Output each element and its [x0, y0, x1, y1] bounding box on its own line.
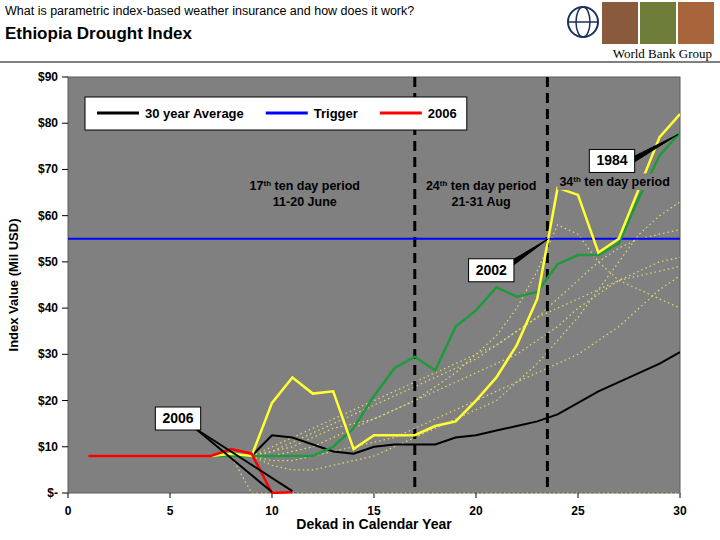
callout-line: [211, 133, 680, 457]
y-tick-label: $40: [38, 301, 58, 315]
callout: 2002: [469, 259, 514, 282]
x-tick-label: 0: [65, 504, 72, 518]
period-note: 34th ten day period: [559, 175, 669, 190]
y-axis-title: Index Value (Mil USD): [6, 219, 21, 352]
legend-swatch: [97, 112, 139, 115]
callout-box: [155, 407, 200, 430]
legend-label: Trigger: [314, 106, 358, 121]
y-tick: [62, 493, 68, 494]
y-tick: [62, 354, 68, 355]
legend-box: [85, 97, 467, 130]
legend-swatch: [266, 112, 308, 115]
x-axis-title: Dekad in Calendar Year: [296, 516, 452, 532]
callout-label: 2002: [476, 262, 507, 278]
callout: 1984: [589, 149, 634, 172]
period-label: 11-20 June: [273, 195, 337, 209]
y-tick-label: $80: [38, 116, 58, 130]
y-tick-label: $70: [38, 162, 58, 176]
header-rule: [0, 62, 720, 63]
y-tick-label: $10: [38, 440, 58, 454]
legend-swatch: [380, 112, 422, 115]
callout-pointer: [632, 134, 678, 163]
chart: What is parametric index-based weather i…: [0, 0, 720, 540]
other-year-line: [211, 230, 680, 457]
page: {"header": {"question": "What is paramet…: [0, 0, 720, 540]
logo-globe: [568, 21, 598, 23]
callout-pointer: [196, 429, 272, 492]
y-tick: [62, 215, 68, 216]
other-year-line: [211, 202, 680, 470]
period-label: 21-31 Aug: [451, 195, 510, 209]
callout-box: [469, 259, 514, 282]
organization: World Bank Group: [613, 46, 712, 61]
x-tick-label: 10: [265, 504, 279, 518]
callout-line: [211, 114, 680, 456]
y-tick: [62, 77, 68, 78]
x-tick: [578, 493, 579, 498]
callout-pointer: [196, 429, 292, 491]
other-year-line: [211, 456, 680, 493]
page-question: What is parametric index-based weather i…: [5, 4, 414, 18]
y-tick: [62, 400, 68, 401]
y-tick: [62, 308, 68, 309]
x-tick: [476, 493, 477, 498]
legend-label: 30 year Average: [145, 106, 244, 121]
y-tick-label: $-: [47, 486, 58, 500]
period-marker: [546, 77, 549, 493]
y-tick-label: $60: [38, 209, 58, 223]
period-label: 24th ten day period: [426, 179, 536, 194]
other-year-line: [211, 225, 680, 456]
logo-photo: [678, 2, 714, 44]
x-tick-label: 25: [571, 504, 585, 518]
x-tick: [374, 493, 375, 498]
page-title: Ethiopia Drought Index: [5, 24, 193, 43]
legend-label: 2006: [428, 106, 457, 121]
logo-photo: [602, 2, 638, 44]
period-marker: [413, 77, 416, 493]
series-line: [211, 352, 680, 456]
x-tick: [680, 493, 681, 498]
other-year-line: [211, 257, 680, 456]
y-tick-label: $90: [38, 70, 58, 84]
callout-box: [589, 149, 634, 172]
y-tick: [62, 446, 68, 447]
period-label: 17th ten day period: [250, 179, 360, 194]
callout: 2006: [155, 407, 200, 430]
other-year-line: [211, 267, 680, 457]
logo: [568, 2, 714, 44]
y-tick-label: $20: [38, 394, 58, 408]
y-tick-label: $30: [38, 347, 58, 361]
callout-pointer: [511, 239, 548, 267]
series-line: [68, 238, 680, 240]
data-layer: [68, 77, 680, 493]
y-tick: [62, 261, 68, 262]
legend: 30 year Average Trigger 2006: [85, 97, 467, 130]
plot-background: [68, 77, 680, 493]
other-year-line: [211, 276, 680, 461]
x-tick-label: 5: [167, 504, 174, 518]
callout-label: 2006: [162, 410, 193, 426]
logo-globe: [568, 7, 598, 37]
x-tick-label: 20: [469, 504, 483, 518]
x-tick-label: 30: [673, 504, 687, 518]
y-tick: [62, 123, 68, 124]
callout-label: 1984: [596, 152, 627, 168]
label-patch: [557, 174, 671, 191]
x-tick: [68, 493, 69, 498]
logo-photo: [640, 2, 676, 44]
y-tick-label: $50: [38, 255, 58, 269]
y-tick: [62, 169, 68, 170]
x-tick: [170, 493, 171, 498]
